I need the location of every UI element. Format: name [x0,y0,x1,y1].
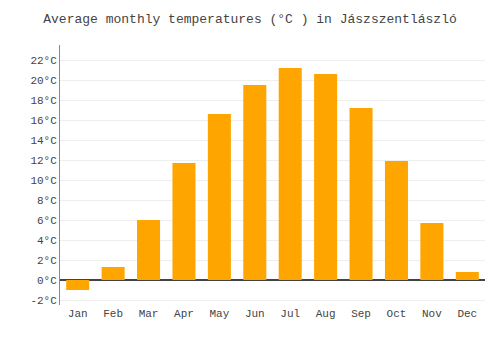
svg-text:2°C: 2°C [37,255,57,267]
svg-text:Jun: Jun [245,308,265,320]
svg-text:0°C: 0°C [37,275,57,287]
svg-text:12°C: 12°C [30,155,57,167]
svg-text:Aug: Aug [316,308,336,320]
svg-text:10°C: 10°C [30,175,57,187]
svg-text:Dec: Dec [457,308,477,320]
svg-text:May: May [209,308,229,320]
svg-text:Feb: Feb [103,308,123,320]
svg-text:Average monthly temperatures (: Average monthly temperatures (°C ) in Já… [43,12,456,27]
svg-text:Jul: Jul [280,308,300,320]
svg-text:6°C: 6°C [37,215,57,227]
svg-text:Nov: Nov [422,308,442,320]
svg-text:Apr: Apr [174,308,194,320]
svg-text:22°C: 22°C [30,55,57,67]
svg-text:8°C: 8°C [37,195,57,207]
svg-text:14°C: 14°C [30,135,57,147]
svg-text:18°C: 18°C [30,95,57,107]
svg-text:Sep: Sep [351,308,371,320]
svg-text:Oct: Oct [387,308,407,320]
svg-text:16°C: 16°C [30,115,57,127]
svg-text:4°C: 4°C [37,235,57,247]
svg-text:Mar: Mar [139,308,159,320]
svg-text:-2°C: -2°C [30,295,57,307]
svg-text:Jan: Jan [68,308,88,320]
svg-text:20°C: 20°C [30,75,57,87]
